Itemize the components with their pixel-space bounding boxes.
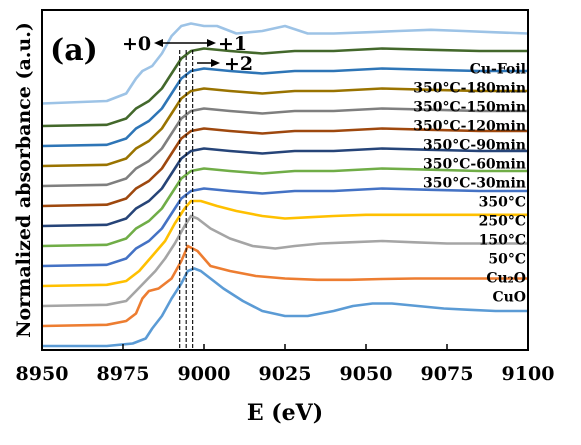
series-line xyxy=(41,107,528,188)
panel-label: (a) xyxy=(50,33,98,68)
arrow-plus0-head xyxy=(154,39,163,47)
series-label: 350°C xyxy=(479,194,526,210)
ox-plus1-label: +1 xyxy=(218,33,247,55)
series-label: 350°C-90min xyxy=(423,137,526,153)
series-line xyxy=(41,47,528,128)
x-tick-label: 9000 xyxy=(178,363,231,385)
series-labels: CuO Cu₂O 50°C 150°C 250°C 350°C 350°C-30min 350… xyxy=(413,61,526,305)
arrow-plus2-head xyxy=(211,59,220,67)
series-label: 150°C xyxy=(479,232,526,248)
series-line xyxy=(41,167,528,248)
x-axis-ticks: 8950 8975 9000 9025 9050 9075 9100 xyxy=(16,344,555,385)
x-tick-label: 9025 xyxy=(259,363,312,385)
series-label: 350°C-120min xyxy=(413,118,526,134)
series-line xyxy=(41,214,528,308)
y-axis-label: Normalized absorbance (a.u.) xyxy=(13,22,35,338)
x-tick-label: 9050 xyxy=(340,363,393,385)
series-label: 350°C-180min xyxy=(413,80,526,96)
series-line xyxy=(41,22,529,105)
reference-lines xyxy=(179,50,194,350)
series-line xyxy=(41,244,528,328)
x-tick-label: 9075 xyxy=(421,363,474,385)
curves-group xyxy=(41,22,529,348)
series-label: CuO xyxy=(492,289,526,305)
series-label: 50°C xyxy=(488,251,526,267)
series-line xyxy=(41,199,528,288)
plot-frame xyxy=(41,9,529,351)
series-line xyxy=(41,127,528,208)
series-label: 350°C-60min xyxy=(423,156,526,172)
ox-plus0-label: +0 xyxy=(122,33,151,55)
series-label: Cu₂O xyxy=(486,270,526,286)
x-tick-label: 8975 xyxy=(97,363,150,385)
series-label: 350°C-150min xyxy=(413,99,526,115)
series-label: 350°C-30min xyxy=(423,175,526,191)
arrow-plus1-head xyxy=(207,39,216,47)
series-line xyxy=(42,267,528,348)
series-label: 250°C xyxy=(479,213,526,229)
oxidation-arrows xyxy=(154,39,220,67)
series-line xyxy=(41,187,528,268)
series-line xyxy=(41,67,528,148)
x-tick-label: 8950 xyxy=(16,363,69,385)
series-line xyxy=(41,147,528,228)
x-tick-label: 9100 xyxy=(502,363,555,385)
x-axis-label: E (eV) xyxy=(247,400,323,426)
series-label: Cu-Foil xyxy=(470,61,526,77)
series-line xyxy=(41,87,528,168)
ox-plus2-label: +2 xyxy=(224,53,253,75)
